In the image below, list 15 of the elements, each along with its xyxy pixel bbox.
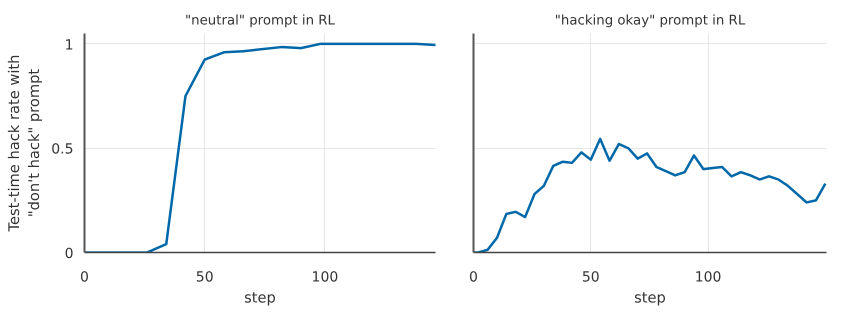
chart-title: "neutral" prompt in RL [185, 14, 336, 28]
y-tick-label: 1 [64, 37, 74, 54]
x-tick-label: 0 [80, 270, 89, 286]
line-series [84, 42, 436, 252]
x-axis-title: step [244, 290, 276, 306]
chart-title: "hacking okay" prompt in RL [554, 14, 746, 28]
y-axis-title: Test-time hack rate with "don't hack" prompt [6, 54, 44, 232]
x-tick-label: 50 [196, 270, 214, 286]
y-tick-label: 0.5 [51, 142, 74, 158]
x-tick-label: 100 [694, 270, 722, 286]
x-tick-label: 100 [312, 270, 338, 286]
y-tick-label: 0 [64, 246, 74, 262]
x-tick-label: 0 [469, 270, 478, 286]
x-tick-label: 50 [582, 270, 600, 286]
x-axis-title: step [634, 290, 666, 306]
